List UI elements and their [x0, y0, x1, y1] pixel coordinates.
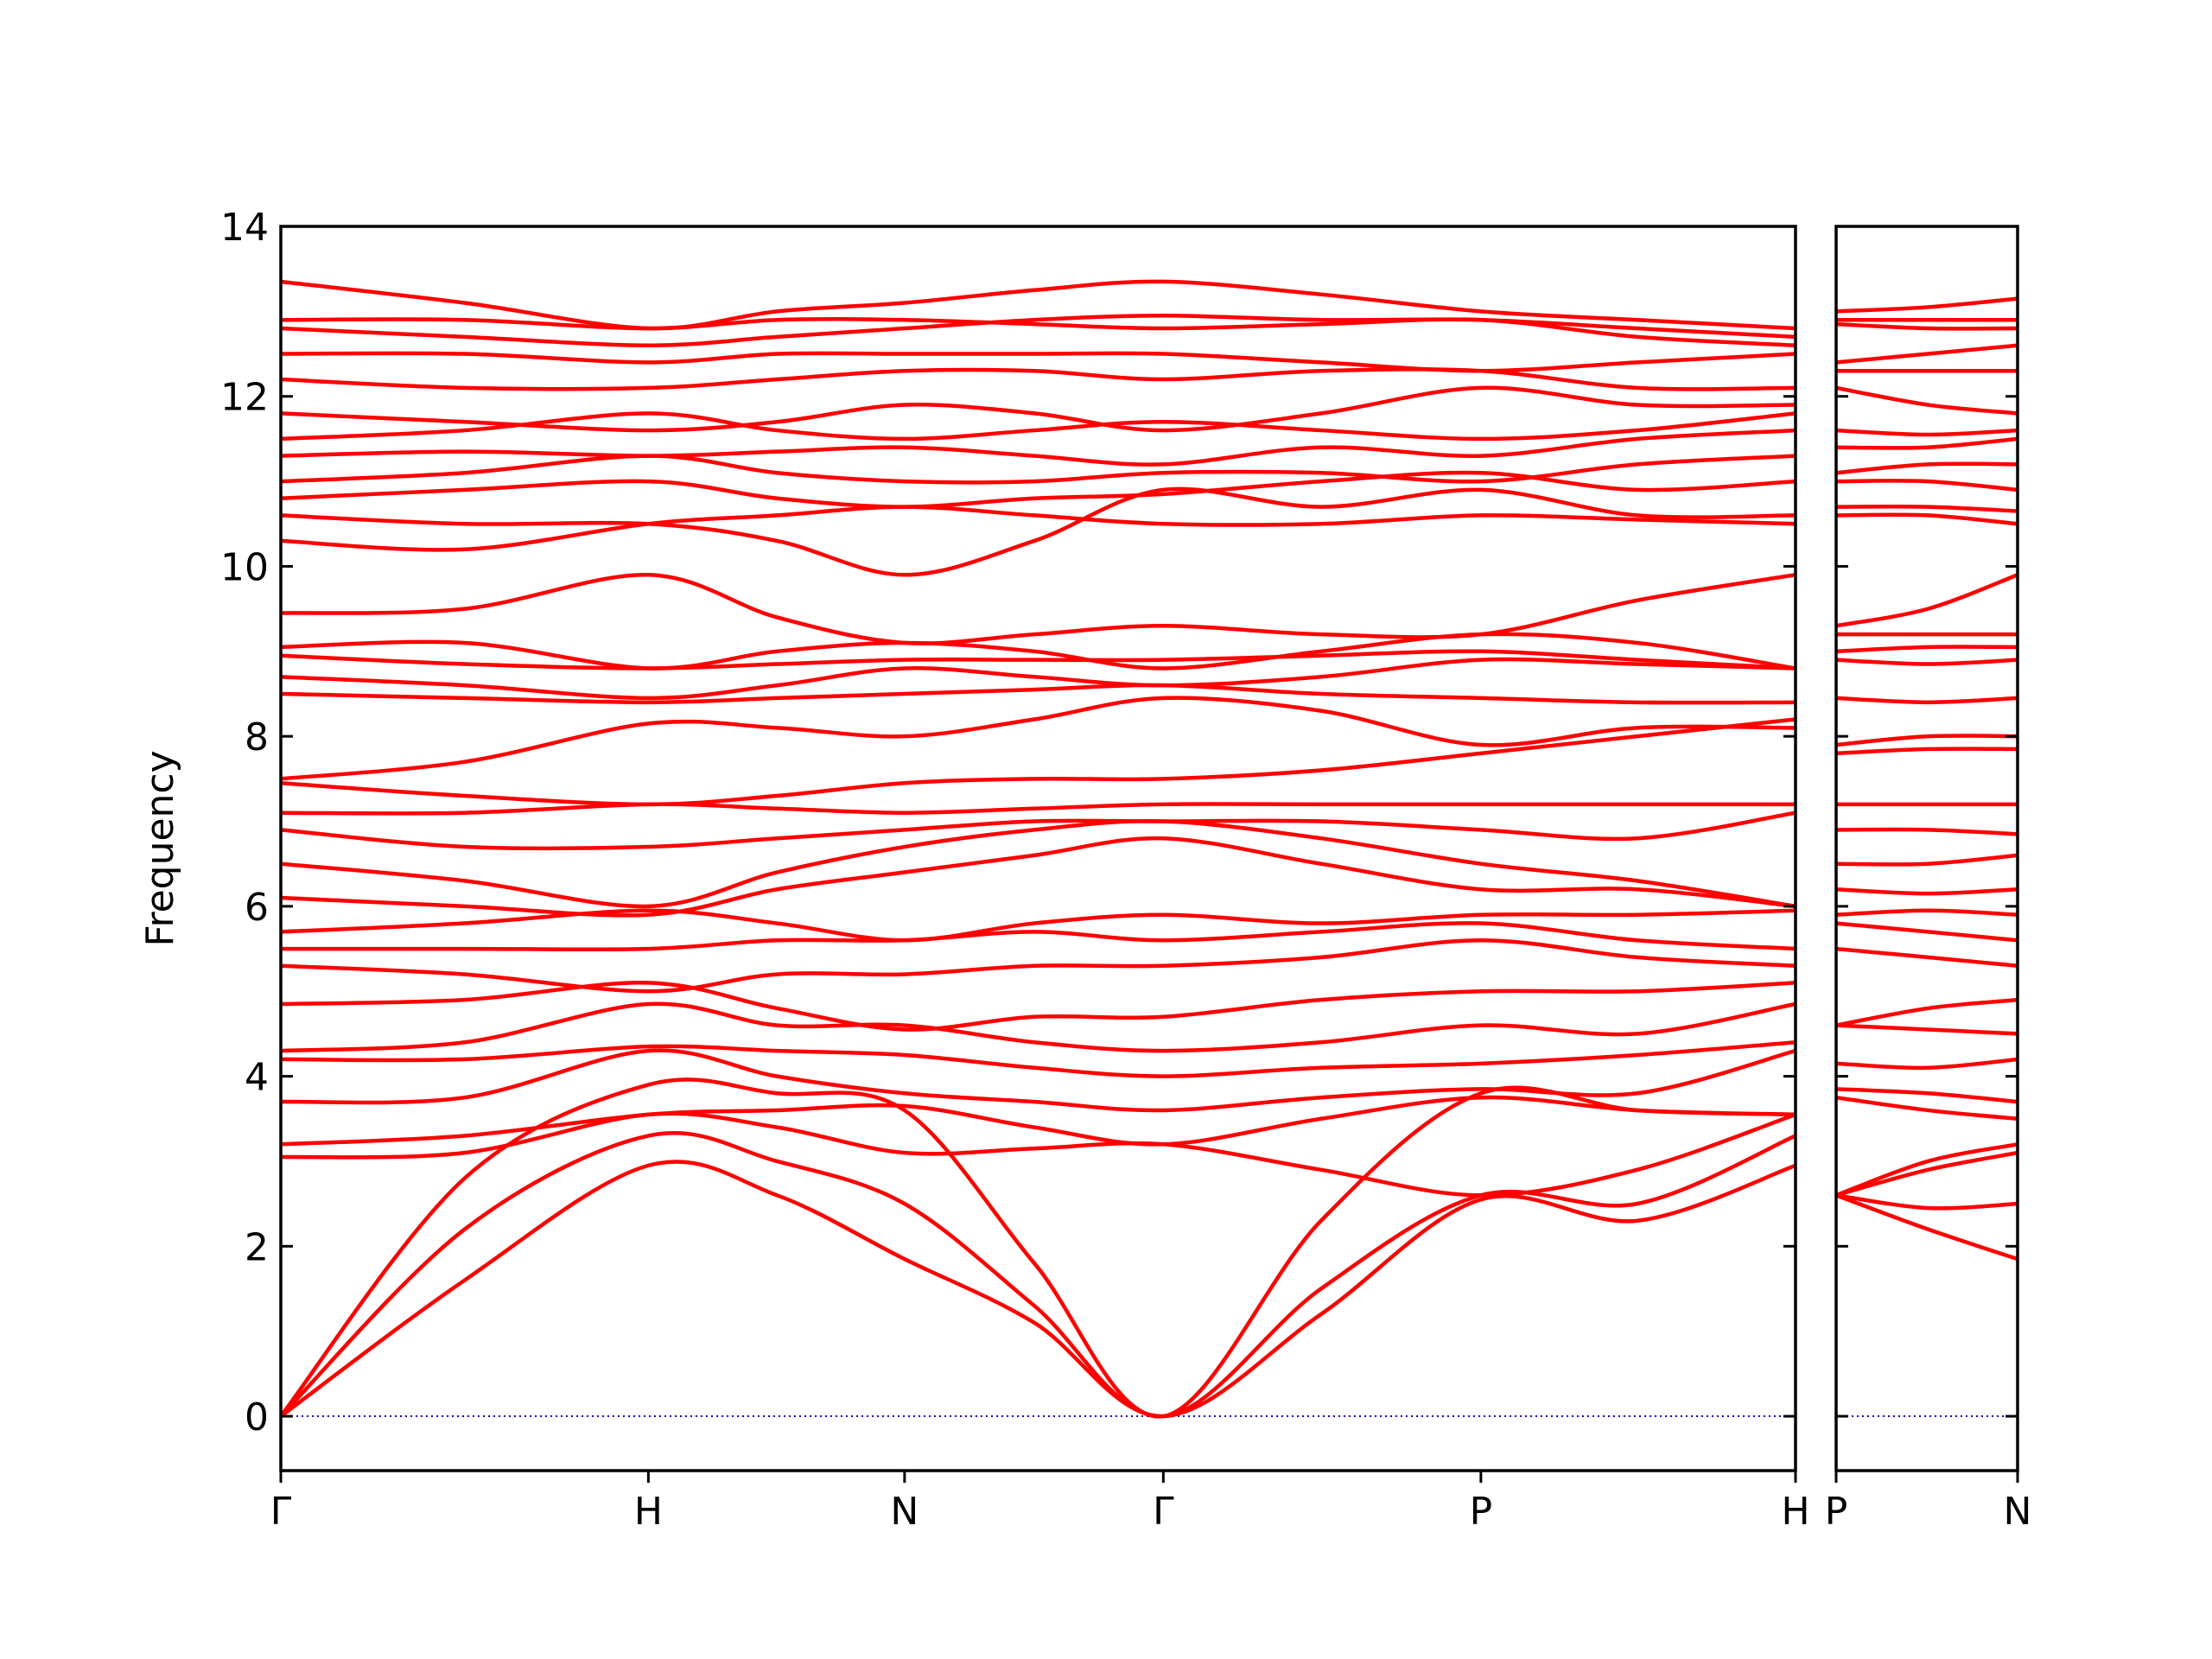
x-tick-label: Γ	[270, 1490, 292, 1534]
band-line	[281, 810, 1796, 851]
band-line	[1836, 734, 2018, 747]
band-line	[281, 573, 1796, 645]
band-line	[1836, 428, 2018, 437]
band-line	[1836, 1193, 2018, 1262]
band-line	[281, 385, 1796, 433]
band-line	[281, 717, 1796, 807]
plot-area	[1836, 296, 2018, 1418]
band-line	[281, 1130, 1796, 1419]
x-tick-label: P	[1825, 1490, 1848, 1534]
band-line	[1836, 385, 2018, 416]
band-line	[1836, 461, 2018, 475]
band-line	[1836, 658, 2018, 666]
band-line	[281, 802, 1796, 816]
x-tick-label: Γ	[1153, 1490, 1174, 1534]
band-line	[1836, 1150, 2018, 1198]
band-line	[1836, 997, 2018, 1027]
band-line	[281, 1160, 1796, 1419]
band-line	[1836, 573, 2018, 628]
band-line	[281, 351, 1796, 373]
band-line	[1836, 921, 2018, 943]
x-tick-label: N	[2004, 1490, 2032, 1534]
band-line	[281, 1048, 1796, 1113]
band-line	[281, 1040, 1796, 1078]
band-line	[281, 819, 1796, 909]
band-line	[281, 696, 1796, 781]
band-line	[281, 411, 1796, 442]
band-line	[281, 938, 1796, 994]
band-line	[281, 632, 1796, 671]
band-line	[281, 921, 1796, 952]
band-line	[281, 836, 1796, 918]
band-line	[281, 649, 1796, 671]
y-tick-label: 6	[245, 886, 269, 930]
y-tick-label: 14	[220, 206, 269, 250]
y-tick-label: 0	[245, 1395, 269, 1440]
band-line	[1836, 479, 2018, 493]
y-tick-label: 4	[245, 1056, 269, 1100]
y-tick-label: 12	[220, 376, 269, 420]
band-line	[1836, 504, 2018, 513]
band-line	[1836, 436, 2018, 450]
plot-frame	[1834, 225, 2019, 1472]
band-line	[1836, 1142, 2018, 1198]
band-line	[1836, 853, 2018, 867]
band-line	[281, 505, 1796, 552]
band-line	[1836, 946, 2018, 968]
band-line	[281, 908, 1796, 943]
band-line	[1836, 1057, 2018, 1071]
band-line	[281, 317, 1796, 347]
band-line	[281, 1111, 1796, 1198]
x-tick-label: H	[1781, 1490, 1809, 1534]
x-tick-label: H	[634, 1490, 663, 1534]
plot-area	[281, 279, 1796, 1419]
plot-frame	[279, 225, 1797, 1472]
band-line	[1836, 512, 2018, 526]
y-tick-label: 8	[245, 715, 269, 760]
band-line	[1836, 1087, 2018, 1104]
band-line	[281, 683, 1796, 705]
band-line	[1836, 1193, 2018, 1211]
band-line	[1836, 747, 2018, 756]
band-line	[281, 486, 1796, 577]
band-line	[1836, 908, 2018, 917]
band-line	[281, 657, 1796, 701]
band-line	[1836, 827, 2018, 836]
x-tick-label: N	[890, 1490, 918, 1534]
band-line	[1836, 321, 2018, 331]
band-line	[281, 1001, 1796, 1053]
band-line	[281, 428, 1796, 467]
band-line	[281, 367, 1796, 391]
band-line	[281, 981, 1796, 1032]
band-line	[281, 1095, 1796, 1147]
band-line	[281, 314, 1796, 347]
band-line	[1836, 343, 2018, 365]
y-tick-label: 2	[245, 1225, 269, 1269]
y-tick-label: 10	[220, 545, 269, 589]
band-line	[1836, 1023, 2018, 1036]
band-line	[1836, 645, 2018, 654]
band-line	[281, 454, 1796, 485]
band-line	[1836, 887, 2018, 896]
band-line	[1836, 696, 2018, 705]
x-tick-label: P	[1470, 1490, 1493, 1534]
band-line	[1836, 1095, 2018, 1122]
y-axis-label: Frequency	[138, 750, 182, 946]
band-line	[1836, 296, 2018, 314]
band-line	[281, 279, 1796, 331]
